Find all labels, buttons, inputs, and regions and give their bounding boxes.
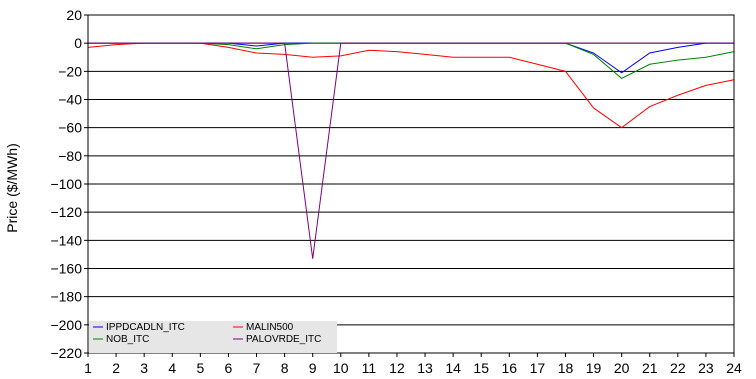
legend-box <box>89 321 337 353</box>
series-line-ippdcadln-itc <box>88 42 734 74</box>
x-tick-labels: 1 2 3 4 5 6 7 8 9 10 11 12 13 14 15 16 17 18 19 20 21 22 23 24 <box>84 353 742 376</box>
series-line-malin500 <box>87 42 735 129</box>
x-tick-label: 18 <box>558 360 574 376</box>
x-tick-label: 12 <box>389 360 405 376</box>
x-tick-label: 9 <box>309 360 317 376</box>
x-tick-label: 22 <box>670 360 686 376</box>
plot-frame <box>87 14 735 354</box>
x-tick-label: 11 <box>362 360 377 376</box>
y-tick-label: −100 <box>50 176 82 192</box>
legend-label: MALIN500 <box>246 322 294 333</box>
x-tick-label: 24 <box>726 360 742 376</box>
x-tick-label: 21 <box>642 360 658 376</box>
x-tick-label: 8 <box>281 360 289 376</box>
y-tick-label: −80 <box>58 148 82 164</box>
y-tick-label: −140 <box>50 232 82 248</box>
x-tick-label: 5 <box>196 360 204 376</box>
y-tick-label: 0 <box>74 35 82 51</box>
y-tick-labels: 20 0 −20 −40 −60 −80 −100 −120 −140 −160 −180 −200 −… <box>50 7 88 361</box>
legend-label: IPPDCADLN_ITC <box>106 322 185 333</box>
x-tick-label: 13 <box>417 360 433 376</box>
y-tick-label: −40 <box>58 92 82 108</box>
x-tick-label: 19 <box>586 360 602 376</box>
y-tick-label: −120 <box>50 204 82 220</box>
legend-label: NOB_ITC <box>106 334 149 345</box>
gridlines <box>88 14 734 354</box>
y-tick-label: −180 <box>50 289 82 305</box>
series-line-nob-itc <box>88 42 735 79</box>
x-tick-label: 1 <box>84 360 92 376</box>
y-tick-label: 20 <box>66 7 82 23</box>
x-tick-label: 14 <box>445 360 461 376</box>
y-tick-label: −20 <box>58 63 82 79</box>
x-tick-label: 20 <box>614 360 630 376</box>
x-tick-label: 10 <box>333 360 349 376</box>
x-tick-label: 4 <box>168 360 176 376</box>
x-tick-label: 7 <box>253 360 261 376</box>
x-tick-label: 23 <box>698 360 714 376</box>
y-tick-label: −160 <box>50 261 82 277</box>
x-tick-label: 6 <box>225 360 233 376</box>
y-tick-label: −220 <box>50 345 82 361</box>
x-tick-label: 16 <box>502 360 518 376</box>
y-tick-label: −60 <box>58 120 82 136</box>
x-tick-label: 15 <box>473 360 489 376</box>
x-tick-label: 2 <box>112 360 120 376</box>
y-tick-label: −200 <box>50 317 82 333</box>
x-tick-label: 3 <box>140 360 148 376</box>
y-axis-label: Price ($/MWh) <box>4 143 20 232</box>
legend-label: PALOVRDE_ITC <box>246 334 321 345</box>
series-lines <box>87 42 735 259</box>
series-line-palovrde-itc <box>88 42 734 259</box>
x-tick-label: 17 <box>530 360 546 376</box>
